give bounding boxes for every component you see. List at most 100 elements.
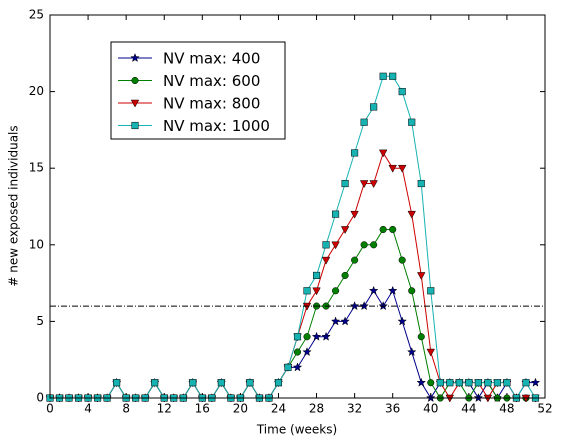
x-tick-label: 20	[233, 402, 248, 416]
x-tick-label: 28	[309, 402, 324, 416]
marker	[351, 256, 359, 264]
marker	[360, 241, 368, 249]
marker	[417, 179, 425, 188]
marker	[349, 301, 360, 311]
marker	[389, 72, 397, 80]
marker	[370, 103, 378, 111]
marker	[351, 149, 359, 157]
x-tick-label: 48	[499, 402, 514, 416]
marker	[293, 333, 302, 341]
marker	[398, 256, 406, 264]
marker	[417, 272, 426, 280]
marker	[398, 88, 406, 96]
marker	[522, 379, 530, 387]
marker	[416, 377, 427, 387]
marker	[331, 241, 340, 250]
legend-label: NV max: 1000	[163, 117, 270, 135]
marker	[408, 287, 416, 295]
marker	[130, 99, 140, 108]
x-tick-label: 32	[347, 402, 362, 416]
x-tick-label: 24	[271, 402, 286, 416]
marker	[332, 287, 340, 295]
y-axis-label: # new exposed individuals	[7, 125, 21, 286]
legend: NV max: 400 NV max: 600 NV max: 800 NV max:…	[110, 41, 286, 140]
marker	[340, 316, 350, 326]
x-tick-label: 4	[84, 402, 92, 416]
marker	[321, 256, 331, 265]
marker	[530, 377, 541, 387]
marker	[369, 180, 378, 189]
x-tick-label: 52	[537, 402, 552, 416]
marker	[397, 316, 407, 326]
marker	[484, 379, 492, 387]
marker	[311, 331, 322, 341]
marker	[503, 379, 511, 387]
marker	[359, 301, 369, 311]
x-tick-label: 0	[46, 402, 54, 416]
y-tick-label: 10	[29, 237, 44, 251]
marker	[406, 347, 417, 357]
x-tick-label: 12	[157, 402, 172, 416]
marker	[427, 287, 435, 295]
y-tick-label: 25	[29, 8, 44, 22]
marker	[427, 379, 435, 387]
marker	[370, 241, 378, 249]
marker	[312, 287, 321, 296]
marker	[389, 225, 397, 234]
marker	[131, 76, 139, 85]
marker	[436, 379, 444, 387]
marker	[350, 210, 359, 219]
marker	[246, 379, 254, 387]
y-tick-label: 15	[29, 161, 44, 175]
marker	[397, 164, 407, 173]
x-tick-label: 44	[461, 402, 476, 416]
x-tick-label: 8	[122, 402, 130, 416]
marker	[340, 226, 350, 235]
series-line	[50, 228, 536, 399]
marker	[379, 225, 387, 234]
marker	[189, 379, 197, 387]
marker	[465, 379, 473, 387]
marker	[359, 180, 369, 189]
legend-label: NV max: 400	[163, 50, 260, 68]
marker	[284, 363, 292, 371]
x-tick-label: 40	[423, 402, 438, 416]
marker	[293, 348, 302, 356]
marker	[113, 379, 121, 387]
x-tick-label: 16	[195, 402, 210, 416]
marker	[151, 379, 159, 387]
marker	[341, 271, 349, 279]
marker	[407, 210, 416, 219]
marker	[302, 347, 312, 357]
marker	[378, 149, 388, 158]
marker	[217, 379, 225, 387]
marker	[379, 72, 387, 80]
marker	[303, 333, 311, 341]
series-line	[50, 151, 536, 399]
marker	[332, 210, 340, 218]
marker	[417, 333, 425, 341]
marker	[474, 379, 482, 387]
marker	[130, 52, 140, 63]
marker	[388, 164, 397, 173]
marker	[312, 271, 321, 279]
x-axis-label: Time (weeks)	[256, 423, 337, 437]
marker	[341, 179, 349, 188]
marker	[330, 316, 341, 326]
marker	[446, 379, 454, 387]
plot-frame	[49, 14, 546, 399]
y-tick-label: 5	[36, 314, 44, 328]
legend-label: NV max: 800	[163, 95, 260, 113]
marker	[360, 118, 368, 126]
marker	[274, 379, 283, 387]
marker	[426, 348, 435, 357]
marker	[408, 118, 416, 126]
marker	[292, 362, 303, 372]
y-tick-label: 20	[29, 84, 44, 98]
marker	[321, 331, 331, 341]
legend-label: NV max: 600	[163, 72, 260, 90]
marker	[368, 285, 379, 295]
marker	[493, 379, 501, 387]
marker	[131, 121, 139, 130]
